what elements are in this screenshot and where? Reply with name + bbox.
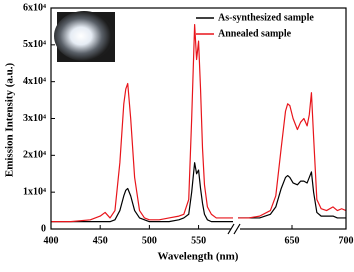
inset-glow <box>54 11 114 61</box>
x-tick-label: 500 <box>142 235 157 246</box>
legend-label: Annealed sample <box>218 28 292 39</box>
series-line <box>51 23 233 223</box>
y-axis-title: Emission Intensity (a.u.) <box>4 63 16 178</box>
y-tick-label: 1x10⁴ <box>23 186 46 197</box>
x-tick-label: 650 <box>285 235 300 246</box>
y-tick-label: 3x10⁴ <box>23 113 46 124</box>
x-axis-title: Wavelength (nm) <box>158 251 239 263</box>
y-tick-label: 6x10⁴ <box>23 2 46 13</box>
axis-break-gap <box>231 225 240 233</box>
y-tick-label: 0 <box>41 223 46 234</box>
x-tick-label: 400 <box>44 235 59 246</box>
series-line <box>51 162 233 223</box>
x-tick-label: 550 <box>191 235 206 246</box>
legend-label: As-synthesized sample <box>218 12 314 23</box>
y-tick-label: 2x10⁴ <box>23 150 46 161</box>
series-line <box>238 92 347 219</box>
axis-break-mark <box>227 223 235 235</box>
axis-break-mark <box>233 223 241 235</box>
x-tick-label: 450 <box>93 235 108 246</box>
y-tick-label: 5x10⁴ <box>23 39 46 50</box>
y-tick-label: 4x10⁴ <box>23 76 46 87</box>
series-line <box>238 171 346 219</box>
x-tick-label: 700 <box>339 235 354 246</box>
